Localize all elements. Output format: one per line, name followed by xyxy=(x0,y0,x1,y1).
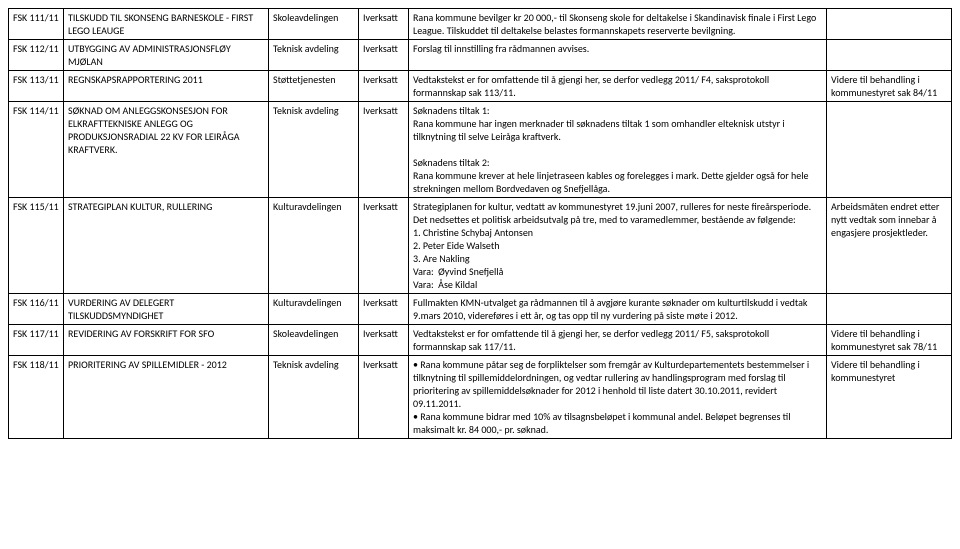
cell-status: Iverksatt xyxy=(359,325,409,356)
cell-desc: Rana kommune bevilger kr 20 000,- til Sk… xyxy=(409,9,827,40)
cell-note: Videre til behandling i kommunestyret sa… xyxy=(827,325,952,356)
cell-id: FSK 115/11 xyxy=(9,198,64,294)
cell-dept: Skoleavdelingen xyxy=(269,9,359,40)
cell-status: Iverksatt xyxy=(359,356,409,439)
cell-note: Videre til behandling i kommunestyret xyxy=(827,356,952,439)
cell-note: Arbeidsmåten endret etter nytt vedtak so… xyxy=(827,198,952,294)
cell-desc: Fullmakten KMN-utvalget ga rådmannen til… xyxy=(409,294,827,325)
cell-desc: • Rana kommune påtar seg de forpliktelse… xyxy=(409,356,827,439)
cell-dept: Støttetjenesten xyxy=(269,71,359,102)
table-row: FSK 116/11VURDERING AV DELEGERT TILSKUDD… xyxy=(9,294,952,325)
cell-status: Iverksatt xyxy=(359,40,409,71)
table-row: FSK 112/11UTBYGGING AV ADMINISTRASJONSFL… xyxy=(9,40,952,71)
cell-dept: Skoleavdelingen xyxy=(269,325,359,356)
cell-desc: Forslag til innstilling fra rådmannen av… xyxy=(409,40,827,71)
cell-id: FSK 117/11 xyxy=(9,325,64,356)
table-row: FSK 118/11PRIORITERING AV SPILLEMIDLER -… xyxy=(9,356,952,439)
cell-status: Iverksatt xyxy=(359,9,409,40)
cell-dept: Teknisk avdeling xyxy=(269,40,359,71)
cell-desc: Søknadens tiltak 1: Rana kommune har ing… xyxy=(409,102,827,198)
cell-note xyxy=(827,102,952,198)
table-row: FSK 117/11REVIDERING AV FORSKRIFT FOR SF… xyxy=(9,325,952,356)
cell-title: UTBYGGING AV ADMINISTRASJONSFLØY MJØLAN xyxy=(64,40,269,71)
cell-note: Videre til behandling i kommunestyret sa… xyxy=(827,71,952,102)
cell-id: FSK 118/11 xyxy=(9,356,64,439)
table-row: FSK 113/11REGNSKAPSRAPPORTERING 2011Støt… xyxy=(9,71,952,102)
cell-dept: Teknisk avdeling xyxy=(269,102,359,198)
table-row: FSK 115/11STRATEGIPLAN KULTUR, RULLERING… xyxy=(9,198,952,294)
cell-status: Iverksatt xyxy=(359,71,409,102)
cell-id: FSK 116/11 xyxy=(9,294,64,325)
cell-status: Iverksatt xyxy=(359,198,409,294)
cell-desc: Vedtakstekst er for omfattende til å gje… xyxy=(409,325,827,356)
cell-id: FSK 111/11 xyxy=(9,9,64,40)
table-row: FSK 111/11TILSKUDD TIL SKONSENG BARNESKO… xyxy=(9,9,952,40)
cell-title: TILSKUDD TIL SKONSENG BARNESKOLE - FIRST… xyxy=(64,9,269,40)
cell-status: Iverksatt xyxy=(359,294,409,325)
table-row: FSK 114/11SØKNAD OM ANLEGGSKONSESJON FOR… xyxy=(9,102,952,198)
cell-dept: Kulturavdelingen xyxy=(269,294,359,325)
cell-title: REGNSKAPSRAPPORTERING 2011 xyxy=(64,71,269,102)
case-table: FSK 111/11TILSKUDD TIL SKONSENG BARNESKO… xyxy=(8,8,952,439)
cell-title: VURDERING AV DELEGERT TILSKUDDSMYNDIGHET xyxy=(64,294,269,325)
cell-id: FSK 112/11 xyxy=(9,40,64,71)
cell-id: FSK 114/11 xyxy=(9,102,64,198)
cell-title: REVIDERING AV FORSKRIFT FOR SFO xyxy=(64,325,269,356)
cell-note xyxy=(827,40,952,71)
cell-desc: Vedtakstekst er for omfattende til å gje… xyxy=(409,71,827,102)
cell-dept: Teknisk avdeling xyxy=(269,356,359,439)
cell-status: Iverksatt xyxy=(359,102,409,198)
cell-title: SØKNAD OM ANLEGGSKONSESJON FOR ELKRAFTTE… xyxy=(64,102,269,198)
cell-dept: Kulturavdelingen xyxy=(269,198,359,294)
cell-desc: Strategiplanen for kultur, vedtatt av ko… xyxy=(409,198,827,294)
cell-title: STRATEGIPLAN KULTUR, RULLERING xyxy=(64,198,269,294)
cell-note xyxy=(827,9,952,40)
cell-note xyxy=(827,294,952,325)
cell-id: FSK 113/11 xyxy=(9,71,64,102)
cell-title: PRIORITERING AV SPILLEMIDLER - 2012 xyxy=(64,356,269,439)
